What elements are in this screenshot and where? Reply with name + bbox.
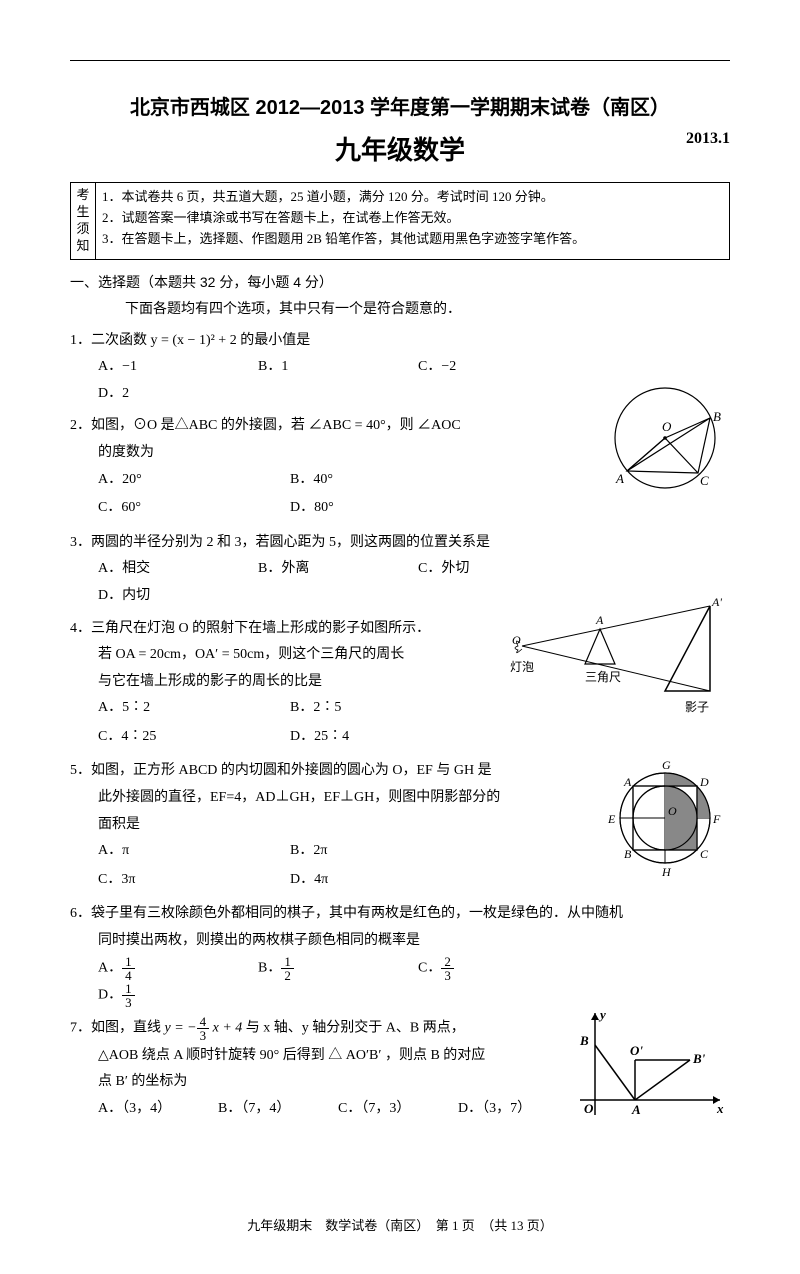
q6-C: C．23 [418,955,528,982]
q6-l1: 6．袋子里有三枚除颜色外都相同的棋子，其中有两枚是红色的，一枚是绿色的．从中随机 [70,901,730,928]
svg-text:H: H [661,865,672,879]
svg-text:A: A [623,775,632,789]
q6-l2: 同时摸出两枚，则摸出的两枚棋子颜色相同的概率是 [98,928,730,955]
svg-text:y: y [598,1007,606,1022]
q4-l3: 与它在墙上形成的影子的周长的比是 [98,669,478,696]
q3-A: A．相交 [98,556,208,583]
q7-D: D．（3，7） [458,1096,558,1123]
q4-figure: O A A' 灯泡 三角尺 影子 [510,596,730,737]
svg-text:A: A [631,1102,641,1117]
notice-line: 1．本试卷共 6 页，共五道大题，25 道小题，满分 120 分。考试时间 12… [102,187,723,208]
page-footer: 九年级期末 数学试卷（南区） 第 1 页 （共 13 页） [70,1215,730,1234]
svg-text:G: G [662,758,671,772]
q5-D: D．4π [290,867,482,894]
svg-text:O: O [662,419,672,434]
q4-B: B．2∶5 [290,695,482,722]
q2-C: C．60° [98,495,290,522]
svg-text:B: B [624,847,632,861]
svg-text:灯泡: 灯泡 [510,660,534,674]
q5-l2: 此外接圆的直径，EF=4，AD⊥GH，EF⊥GH，则图中阴影部分的 [98,785,578,812]
q1-D: D．2 [98,381,208,408]
q5-figure: A D B C E F G H O [600,753,730,894]
question-4: O A A' 灯泡 三角尺 影子 4．三角尺在灯泡 O 的照射下在墙上形成的影子… [70,616,730,753]
svg-text:O: O [668,804,677,818]
q3-B: B．外离 [258,556,368,583]
q6-D: D．13 [98,982,208,1009]
subtitle-row: 九年级数学 2013.1 [70,130,730,167]
q6-A: A．14 [98,955,208,982]
svg-text:D: D [699,775,709,789]
q2-A: A．20° [98,467,290,494]
svg-text:x: x [716,1101,724,1116]
question-5: A D B C E F G H O 5．如图，正方形 ABCD 的内切圆和外接圆… [70,758,730,895]
q3-stem: 3．两圆的半径分别为 2 和 3，若圆心距为 5，则这两圆的位置关系是 [70,530,730,557]
q2-D: D．80° [290,495,482,522]
svg-text:C: C [700,847,709,861]
q4-C: C．4∶25 [98,724,290,751]
svg-text:B: B [579,1033,589,1048]
q7-C: C．（7，3） [338,1096,438,1123]
q1-A: A．−1 [98,354,208,381]
q3-D: D．内切 [98,583,208,610]
q5-C: C．3π [98,867,290,894]
date: 2013.1 [686,130,730,148]
q2-figure: O B A C [600,383,730,514]
q4-A: A．5∶2 [98,695,290,722]
svg-text:O: O [512,633,521,647]
q7-A: A．（3，4） [98,1096,198,1123]
top-rule [70,60,730,61]
svg-text:A: A [615,471,624,486]
main-title: 北京市西城区 2012—2013 学年度第一学期期末试卷（南区） [70,91,730,120]
q5-l1: 5．如图，正方形 ABCD 的内切圆和外接圆的圆心为 O，EF 与 GH 是 [70,758,550,785]
q7-l2: △AOB 绕点 A 顺时针旋转 90° 后得到 △ AO′B′ ，则点 B 的对… [98,1043,558,1070]
notice-body: 1．本试卷共 6 页，共五道大题，25 道小题，满分 120 分。考试时间 12… [96,183,729,259]
notice-line: 3．在答题卡上，选择题、作图题用 2B 铅笔作答，其他试题用黑色字迹签字笔作答。 [102,229,723,250]
svg-text:E: E [607,812,616,826]
svg-text:O': O' [630,1043,643,1058]
q1-B: B．1 [258,354,368,381]
svg-text:三角尺: 三角尺 [585,670,621,684]
svg-text:B: B [713,409,721,424]
svg-text:O: O [584,1101,594,1116]
svg-text:A': A' [711,596,722,609]
q6-B: B．12 [258,955,368,982]
svg-text:B': B' [692,1051,706,1066]
notice-vertical-label: 考生须知 [71,183,96,259]
q4-l2: 若 OA = 20cm，OA′ = 50cm，则这个三角尺的周长 [98,642,478,669]
question-6: 6．袋子里有三枚除颜色外都相同的棋子，其中有两枚是红色的，一枚是绿色的．从中随机… [70,901,730,1009]
question-7: O A B O' B' x y 7．如图，直线 y = −43 x + 4 与 … [70,1015,730,1135]
svg-text:C: C [700,473,709,488]
q5-B: B．2π [290,838,482,865]
q2-B: B．40° [290,467,482,494]
svg-text:A: A [595,613,604,627]
section1-sub: 下面各题均有四个选项，其中只有一个是符合题意的． [125,298,730,318]
q7-l1: 7．如图，直线 y = −43 x + 4 与 x 轴、y 轴分别交于 A、B … [70,1015,530,1042]
q3-C: C．外切 [418,556,528,583]
q7-figure: O A B O' B' x y [570,1005,730,1136]
q4-l1: 4．三角尺在灯泡 O 的照射下在墙上形成的影子如图所示． [70,616,450,643]
question-2: O B A C 2．如图，⊙O 是△ABC 的外接圆，若 ∠ABC = 40°，… [70,413,730,523]
subtitle: 九年级数学 [335,130,465,167]
svg-text:影子: 影子 [685,700,709,714]
section1-head: 一、选择题（本题共 32 分，每小题 4 分） [70,272,730,292]
notice-box: 考生须知 1．本试卷共 6 页，共五道大题，25 道小题，满分 120 分。考试… [70,182,730,260]
svg-text:F: F [712,812,721,826]
q7-B: B．（7，4） [218,1096,318,1123]
q1-stem: 1．二次函数 y = (x − 1)² + 2 的最小值是 [70,328,730,355]
notice-line: 2．试题答案一律填涂或书写在答题卡上，在试卷上作答无效。 [102,208,723,229]
q4-D: D．25∶4 [290,724,482,751]
q5-A: A．π [98,838,290,865]
q2-stem-a: 2．如图，⊙O 是△ABC 的外接圆，若 ∠ABC = 40°，则 ∠AOC [70,413,540,440]
q1-C: C．−2 [418,354,528,381]
